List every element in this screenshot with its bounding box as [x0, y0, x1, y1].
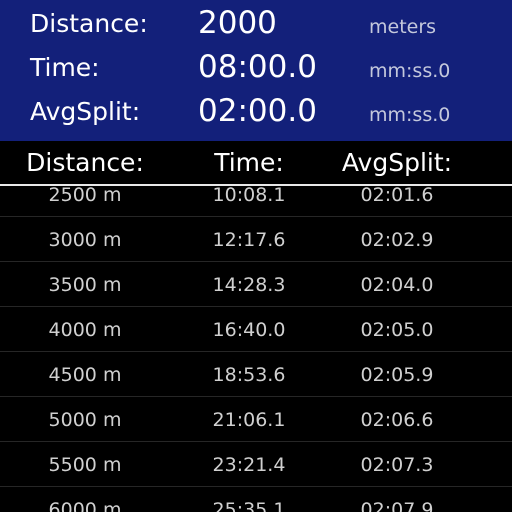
row-avgsplit: 02:01.6: [360, 186, 434, 206]
row-time: 10:08.1: [212, 186, 286, 206]
row-distance: 2500 m: [48, 186, 122, 206]
table-row[interactable]: 3000 m 12:17.6 02:02.9: [0, 217, 512, 262]
summary-row-distance: Distance: 2000 meters: [0, 0, 512, 44]
avgsplit-value[interactable]: 02:00.0: [198, 93, 317, 129]
column-header-time: Time:: [214, 148, 284, 177]
table-row[interactable]: 5500 m 23:21.4 02:07.3: [0, 442, 512, 487]
row-time: 12:17.6: [212, 229, 286, 251]
row-avgsplit: 02:05.9: [360, 364, 434, 386]
column-header-avgsplit: AvgSplit:: [341, 148, 453, 177]
table-row[interactable]: 3500 m 14:28.3 02:04.0: [0, 262, 512, 307]
summary-panel: Distance: 2000 meters Time: 08:00.0 mm:s…: [0, 0, 512, 141]
split-table-rows: 2500 m 10:08.1 02:01.6 3000 m 12:17.6 02:02.9…: [0, 186, 512, 512]
avgsplit-unit: mm:ss.0: [369, 104, 451, 126]
column-header-distance: Distance:: [26, 148, 144, 177]
table-row[interactable]: 4500 m 18:53.6 02:05.9: [0, 352, 512, 397]
row-distance: 5500 m: [48, 454, 122, 476]
table-header: Distance: Time: AvgSplit:: [0, 141, 512, 184]
row-time: 23:21.4: [212, 454, 286, 476]
avgsplit-label: AvgSplit:: [30, 97, 141, 126]
row-distance: 4500 m: [48, 364, 122, 386]
row-avgsplit: 02:05.0: [360, 319, 434, 341]
row-avgsplit: 02:06.6: [360, 409, 434, 431]
table-row[interactable]: 5000 m 21:06.1 02:06.6: [0, 397, 512, 442]
split-table-list[interactable]: 2500 m 10:08.1 02:01.6 3000 m 12:17.6 02:02.9…: [0, 186, 512, 512]
row-avgsplit: 02:02.9: [360, 229, 434, 251]
header-divider: [0, 184, 512, 186]
distance-unit: meters: [369, 16, 437, 38]
row-avgsplit: 02:04.0: [360, 274, 434, 296]
row-distance: 5000 m: [48, 409, 122, 431]
row-time: 14:28.3: [212, 274, 286, 296]
row-time: 16:40.0: [212, 319, 286, 341]
distance-label: Distance:: [30, 9, 148, 38]
row-distance: 3500 m: [48, 274, 122, 296]
row-avgsplit: 02:07.3: [360, 454, 434, 476]
table-row[interactable]: 2500 m 10:08.1 02:01.6: [0, 186, 512, 217]
row-distance: 3000 m: [48, 229, 122, 251]
row-time: 21:06.1: [212, 409, 286, 431]
row-time: 18:53.6: [212, 364, 286, 386]
row-distance: 4000 m: [48, 319, 122, 341]
time-label: Time:: [30, 53, 100, 82]
summary-row-avgsplit: AvgSplit: 02:00.0 mm:ss.0: [0, 88, 512, 132]
summary-row-time: Time: 08:00.0 mm:ss.0: [0, 44, 512, 88]
table-row[interactable]: 6000 m 25:35.1 02:07.9: [0, 487, 512, 512]
table-row[interactable]: 4000 m 16:40.0 02:05.0: [0, 307, 512, 352]
row-avgsplit: 02:07.9: [360, 499, 434, 512]
row-distance: 6000 m: [48, 499, 122, 512]
row-time: 25:35.1: [212, 499, 286, 512]
distance-value[interactable]: 2000: [198, 5, 277, 41]
time-value[interactable]: 08:00.0: [198, 49, 317, 85]
time-unit: mm:ss.0: [369, 60, 451, 82]
